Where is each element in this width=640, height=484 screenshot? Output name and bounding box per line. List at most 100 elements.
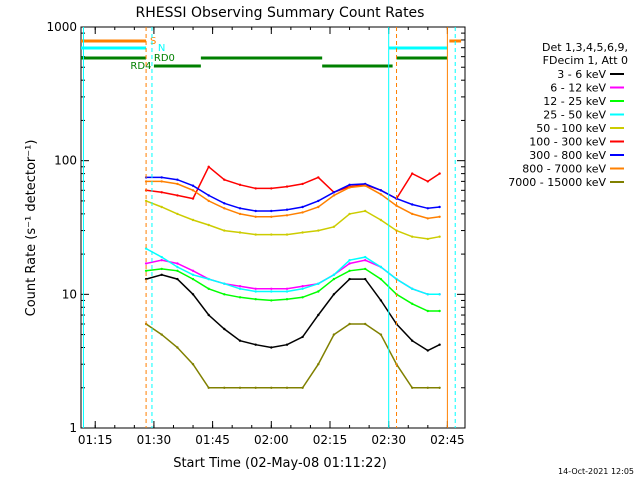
series-point <box>238 287 242 290</box>
series-point <box>270 187 273 190</box>
series-point <box>348 269 351 272</box>
x-tick-label: 02:00 <box>254 433 289 447</box>
series-point <box>364 267 367 271</box>
series-point <box>223 282 226 285</box>
series-point <box>332 333 336 336</box>
series-point <box>379 333 383 336</box>
series-point <box>160 333 163 336</box>
series-point <box>332 194 336 197</box>
series-point <box>301 182 304 186</box>
series-point <box>270 299 273 302</box>
chart-title: RHESSI Observing Summary Count Rates <box>136 5 425 21</box>
legend-entry-label: 800 - 7000 keV <box>522 163 606 176</box>
series-point <box>411 302 414 305</box>
series-point <box>317 290 320 293</box>
series-point <box>144 262 148 265</box>
series-point <box>254 287 257 290</box>
series-point <box>207 165 210 168</box>
series-point <box>411 235 414 238</box>
series-point <box>270 346 273 349</box>
series-point <box>191 293 195 296</box>
series-point <box>438 386 441 389</box>
series-line <box>146 180 440 220</box>
series-point <box>438 343 441 346</box>
series-point <box>317 313 320 317</box>
series-point <box>176 182 179 186</box>
series-point <box>191 363 195 366</box>
legend-entry-label: 3 - 6 keV <box>557 68 606 81</box>
series-point <box>254 290 257 293</box>
series-point <box>254 298 257 301</box>
series-point <box>411 339 414 342</box>
series-point <box>364 255 367 259</box>
series-point <box>238 386 242 389</box>
series-point <box>238 296 242 299</box>
legend-entry-label: 6 - 12 keV <box>550 82 606 95</box>
series-point <box>348 262 351 265</box>
series-point <box>191 273 195 276</box>
series-point <box>238 285 242 288</box>
series-point <box>426 217 429 220</box>
series-point <box>191 218 195 222</box>
series-point <box>426 349 429 352</box>
series-point <box>191 184 195 187</box>
series-point <box>238 212 242 216</box>
x-tick-label: 02:30 <box>371 433 406 447</box>
series-point <box>238 339 242 342</box>
series-point <box>176 269 179 272</box>
series-point <box>317 363 320 366</box>
series-line <box>145 247 440 296</box>
series-point <box>332 225 336 228</box>
series-point <box>207 223 210 227</box>
series-point <box>438 235 441 238</box>
plot-frame <box>80 26 466 429</box>
series-point <box>223 293 226 296</box>
series-point <box>426 293 429 296</box>
series-point <box>223 327 226 331</box>
series-point <box>191 269 195 272</box>
series-point <box>160 180 163 183</box>
series-point <box>317 199 320 203</box>
flag-label-rd0: RD0 <box>154 53 175 64</box>
series-point <box>207 386 210 389</box>
x-tick-label: 01:15 <box>78 433 113 447</box>
series-point <box>379 218 383 222</box>
series-point <box>411 386 414 389</box>
series-point <box>438 205 441 209</box>
series-point <box>317 205 320 209</box>
series-point <box>301 285 304 288</box>
series-point <box>426 207 429 210</box>
legend-header: Det 1,3,4,5,6,9, <box>542 41 628 54</box>
series-line <box>146 165 441 200</box>
series-point <box>270 386 273 389</box>
series-point <box>364 209 367 213</box>
series-point <box>332 273 336 276</box>
series-point <box>176 346 179 349</box>
series-point <box>332 277 336 281</box>
series-point <box>254 343 257 346</box>
series-point <box>176 265 179 269</box>
series-point <box>379 299 383 302</box>
series-point <box>317 176 320 179</box>
series-point <box>438 215 441 218</box>
series-point <box>191 197 195 200</box>
series-point <box>160 273 163 276</box>
series-point <box>160 259 163 262</box>
flag-label-n: N <box>158 43 165 54</box>
series-point <box>317 282 320 285</box>
series-point <box>285 343 289 346</box>
series-point <box>176 178 179 181</box>
series-point <box>379 277 383 281</box>
series-point <box>426 309 429 313</box>
series-point <box>364 184 367 187</box>
series-point <box>160 176 163 179</box>
series-point <box>160 205 163 209</box>
x-tick-label: 01:30 <box>137 433 172 447</box>
series-line <box>145 323 440 389</box>
y-tick-label: 100 <box>54 154 77 168</box>
series-point <box>207 287 210 290</box>
footer-date: 14-Oct-2021 12:05 <box>558 467 634 476</box>
series-point <box>426 180 429 183</box>
series-point <box>160 191 163 194</box>
